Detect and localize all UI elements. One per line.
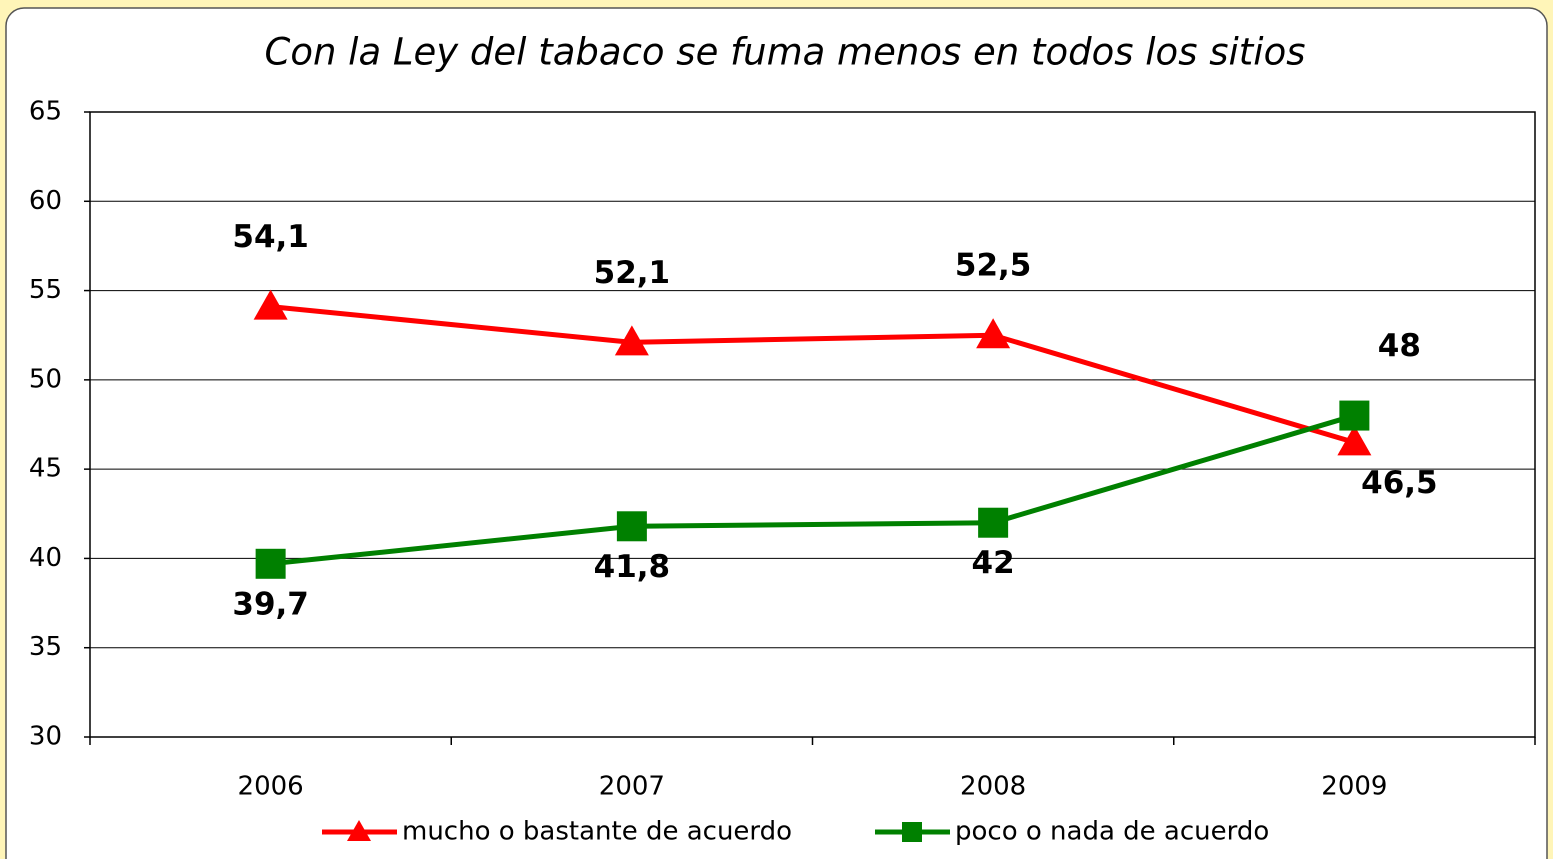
y-tick-label: 30 [29,722,62,752]
series-line [270,413,1356,567]
data-label: 39,7 [232,586,309,622]
data-point [253,289,288,320]
data-point [978,507,1009,538]
y-tick-label: 45 [29,454,62,484]
y-tick-label: 50 [29,364,62,394]
legend-label: mucho o bastante de acuerdo [402,817,792,847]
y-tick-label: 40 [29,543,62,573]
data-point [1337,425,1372,456]
data-label: 54,1 [232,219,309,255]
data-label: 52,1 [594,255,671,291]
legend-marker [347,820,371,841]
data-label: 48 [1378,328,1421,364]
x-tick-label: 2007 [599,772,665,802]
data-point [616,511,647,542]
data-point [976,318,1011,349]
y-tick-label: 35 [29,632,62,662]
legend-label: poco o nada de acuerdo [955,817,1269,847]
data-label: 46,5 [1361,465,1438,501]
data-point [1339,400,1370,431]
x-tick-label: 2006 [238,772,304,802]
data-point [614,325,649,356]
data-label: 52,5 [955,248,1032,284]
data-label: 42 [972,545,1015,581]
x-tick-label: 2009 [1321,772,1387,802]
series-line [270,304,1356,445]
chart-panel [5,7,1548,859]
y-tick-label: 55 [29,275,62,305]
y-tick-label: 65 [29,97,62,127]
data-label: 41,8 [594,549,671,585]
y-tick-label: 60 [29,186,62,216]
chart-title: Con la Ley del tabaco se fuma menos en t… [265,31,1306,74]
data-point [255,548,286,579]
x-tick-label: 2008 [960,772,1026,802]
legend-marker [902,822,922,842]
